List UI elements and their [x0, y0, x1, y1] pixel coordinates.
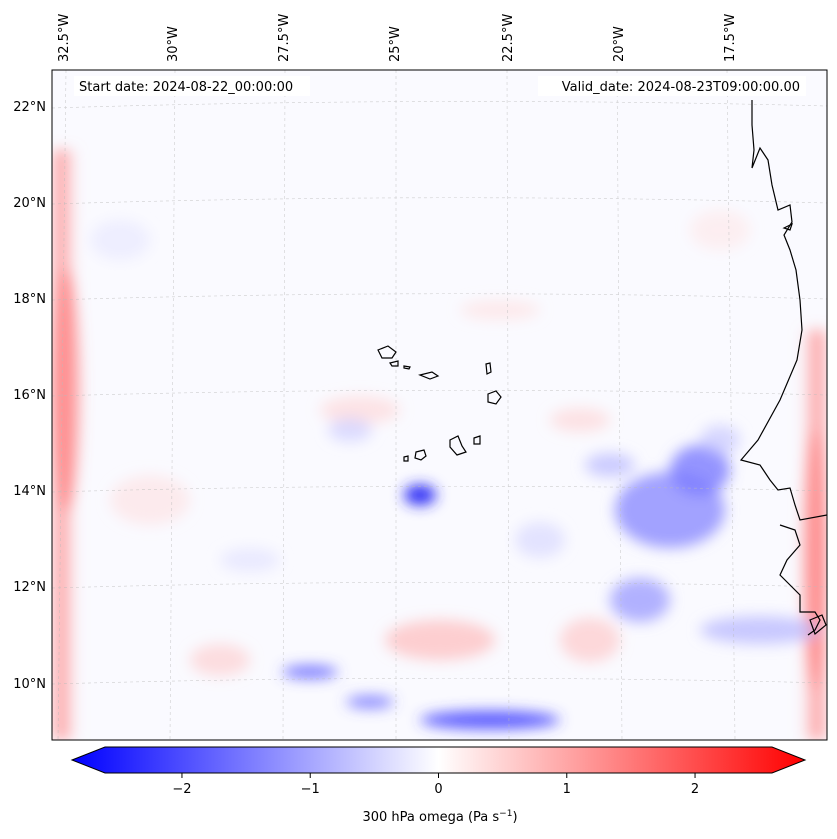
- lon-label: 22.5°W: [501, 14, 516, 62]
- lat-label: 14°N: [13, 484, 46, 499]
- colorbar-label: 300 hPa omega (Pa s−1): [362, 809, 517, 825]
- lon-label: 30°W: [166, 26, 181, 62]
- colorbar-bar: [70, 746, 807, 774]
- lat-label: 18°N: [13, 292, 46, 307]
- colorbar-ticks: −2 −1 0 1 2: [172, 773, 699, 797]
- omega-field: [52, 150, 827, 740]
- lat-label: 20°N: [13, 196, 46, 211]
- colorbar-tick-label: −2: [172, 782, 191, 797]
- lon-label: 25°W: [388, 26, 403, 62]
- lat-label: 10°N: [13, 677, 46, 692]
- map-frame: [51, 69, 828, 741]
- lon-label: 32.5°W: [57, 14, 72, 62]
- lat-label: 22°N: [13, 100, 46, 115]
- longitude-labels: 32.5°W 30°W 27.5°W 25°W 22.5°W 20°W 17.5…: [57, 14, 738, 62]
- coastline-africa: [739, 100, 827, 636]
- lat-label: 16°N: [13, 388, 46, 403]
- map-panel: Start date: 2024-08-22_00:00:00 Valid_da…: [52, 70, 827, 740]
- lon-label: 27.5°W: [277, 14, 292, 62]
- colorbar-tick-label: 1: [563, 782, 571, 797]
- lat-label: 12°N: [13, 580, 46, 595]
- map-gridlines: [52, 70, 827, 740]
- valid-date-box: [538, 76, 806, 96]
- start-date-box: [74, 76, 310, 96]
- cape-verde-islands: [377, 345, 502, 462]
- latitude-labels: 22°N 20°N 18°N 16°N 14°N 12°N 10°N: [13, 100, 46, 692]
- colorbar-tick-label: 0: [434, 782, 442, 797]
- colorbar-tick-label: 2: [691, 782, 699, 797]
- colorbar-tick-label: −1: [301, 782, 320, 797]
- lon-label: 20°W: [612, 26, 627, 62]
- lon-label: 17.5°W: [723, 14, 738, 62]
- valid-date-label: Valid_date: 2024-08-23T09:00:00.00: [562, 80, 800, 95]
- colorbar: −2 −1 0 1 2 300 hPa omega (Pa s−1): [70, 746, 807, 825]
- start-date-label: Start date: 2024-08-22_00:00:00: [79, 80, 293, 95]
